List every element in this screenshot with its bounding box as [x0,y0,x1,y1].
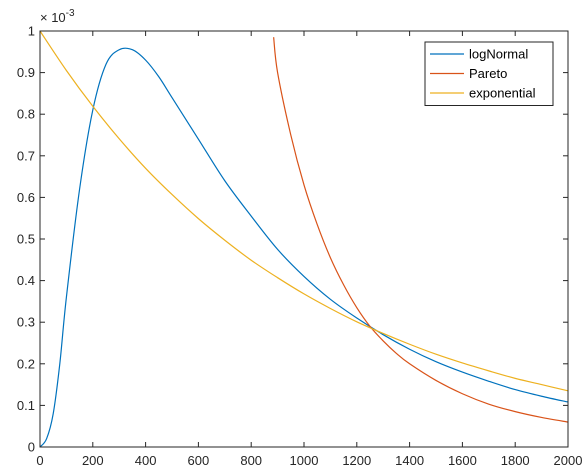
y-tick-label: 0.1 [17,398,35,413]
axes-box [39,30,569,448]
series-line-pareto [273,37,569,423]
x-tick-label: 800 [240,453,262,468]
y-tick-label: 0.4 [17,273,35,288]
x-tick-label: 2000 [554,453,583,468]
x-tick-label: 0 [36,453,43,468]
legend-label-pareto: Pareto [469,66,507,81]
x-tick-label: 1800 [501,453,530,468]
y-tick-label: 0.9 [17,65,35,80]
y-tick-label: 0.8 [17,107,35,122]
x-tick-label: 200 [82,453,104,468]
y-tick-label: 0 [28,440,35,455]
legend-label-exponential: exponential [469,86,536,101]
series-line-lognormal [39,47,569,448]
y-tick-label: 1 [28,24,35,39]
series-line-exponential [39,30,569,392]
legend-label-lognormal: logNormal [469,47,528,62]
x-tick-label: 1000 [290,453,319,468]
y-tick-label: 0.2 [17,356,35,371]
y-tick-label: 0.7 [17,148,35,163]
x-tick-label: 400 [135,453,157,468]
x-tick-label: 600 [188,453,210,468]
legend: logNormal Pareto exponential [424,41,554,106]
x-tick-label: 1200 [342,453,371,468]
y-tick-label: 0.5 [17,232,35,247]
y-axis-multiplier: × 10-3 [40,8,75,25]
ticks-layer: 0 200 400 600 800 1000 1200 1400 1600 1800 2000 0 0.… [17,24,583,469]
y-tick-label: 0.3 [17,315,35,330]
y-multiplier-base: × 10 [40,10,66,25]
axes-frame [39,30,569,448]
x-tick-label: 1600 [448,453,477,468]
series-layer [39,30,569,448]
y-tick-label: 0.6 [17,190,35,205]
x-tick-label: 1400 [395,453,424,468]
y-multiplier-exponent: -3 [66,8,75,19]
